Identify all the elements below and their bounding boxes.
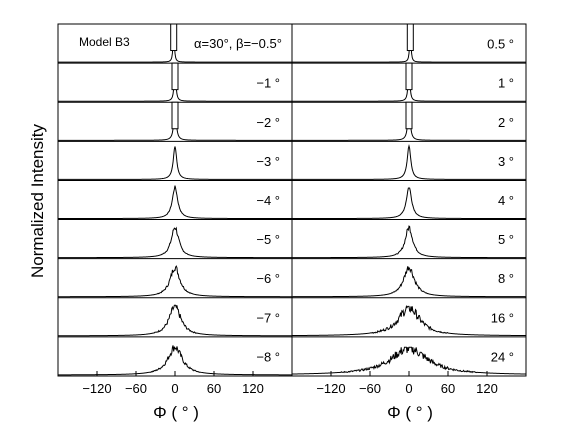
peak-clip-box [405,101,413,130]
beta-label: 4 ° [498,193,514,208]
alpha-beta-label: α=30°, β=−0.5° [194,36,282,51]
peak-clip-box [405,62,413,91]
beta-label: −5 ° [256,232,280,247]
y-axis-label: Normalized Intensity [28,124,47,279]
peak-clip-box [170,23,178,52]
x-tick-label: 60 [441,381,455,396]
intensity-curve [292,266,526,298]
intensity-curve [58,265,292,298]
intensity-curve [58,345,292,376]
peak-clip-box [171,62,179,91]
x-axis-label-left: Φ ( ° ) [153,403,199,422]
beta-label: 24 ° [491,349,514,364]
x-tick-label: −120 [316,381,345,396]
beta-label: −6 ° [256,271,280,286]
intensity-curve [292,187,526,220]
beta-label: −4 ° [256,193,280,208]
x-tick-label: 120 [242,381,264,396]
beta-label: 0.5 ° [487,37,514,52]
beta-label: 1 ° [498,76,514,91]
intensity-curve [58,304,292,337]
peak-clip-box [406,23,414,52]
beta-label: −7 ° [256,310,280,325]
beta-label: 16 ° [491,310,514,325]
intensity-curve [292,28,526,63]
x-tick-label: 0 [171,381,178,396]
beta-label: 3 ° [498,154,514,169]
x-tick-label: 120 [476,381,498,396]
peak-clip-box [171,101,179,130]
intensity-curve [292,225,526,259]
intensity-curve [291,304,527,337]
x-tick-label: 60 [207,381,221,396]
intensity-curve [292,144,526,180]
x-tick-label: −120 [82,381,111,396]
intensity-curve [58,28,292,63]
beta-label: 8 ° [498,271,514,286]
beta-label: 5 ° [498,232,514,247]
beta-label: −2 ° [256,115,280,130]
x-axis-label-right: Φ ( ° ) [387,403,433,422]
intensity-curve [291,346,527,375]
beta-label: −3 ° [256,154,280,169]
x-tick-label: 0 [405,381,412,396]
chart-panels: −120 −60 0 60 120 −1 ° −2 ° −3 ° −4 ° −5 ° −6 ° −7 … [57,23,527,396]
intensity-curve [58,146,292,180]
intensity-curve [58,185,292,220]
x-tick-label: −60 [359,381,381,396]
intensity-curve [58,226,292,259]
beta-label: −8 ° [256,349,280,364]
x-tick-label: −60 [125,381,147,396]
model-label: Model B3 [79,35,130,49]
beta-label: 2 ° [498,115,514,130]
beta-label: −1 ° [256,76,280,91]
